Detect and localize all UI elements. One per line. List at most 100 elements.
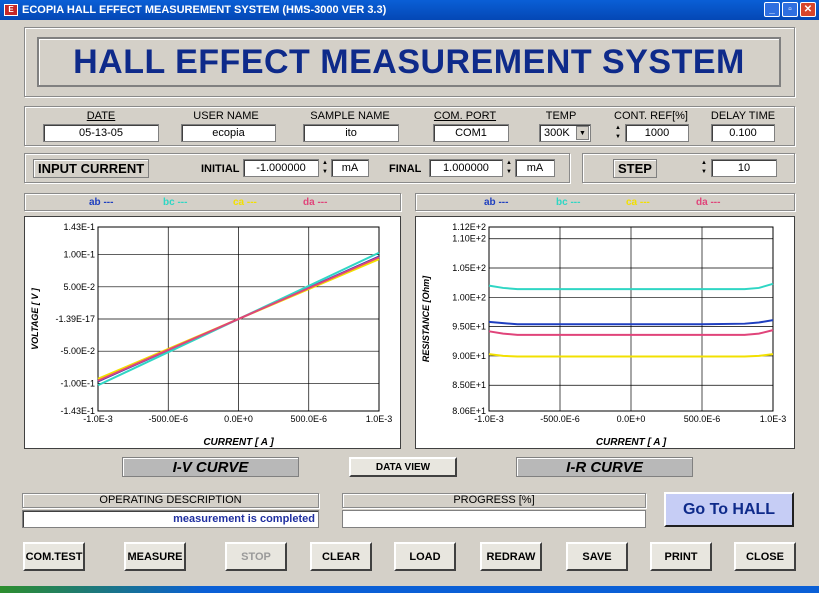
operating-description-field: measurement is completed <box>22 510 319 528</box>
x-tick-label: 1.0E-3 <box>760 414 787 424</box>
legend-bc: bc --- <box>556 196 581 208</box>
initial-unit: mA <box>331 159 369 177</box>
legend-ca: ca --- <box>233 196 257 208</box>
data-view-button[interactable]: DATA VIEW <box>349 457 457 477</box>
x-tick-label: 500.0E-6 <box>290 414 327 424</box>
y-tick-label: 1.05E+2 <box>452 263 486 273</box>
operating-description-label: OPERATING DESCRIPTION <box>22 493 319 508</box>
y-tick-label: 1.10E+2 <box>452 234 486 244</box>
y-tick-label: 1.00E+2 <box>452 292 486 302</box>
delay-time-label: DELAY TIME <box>710 110 776 122</box>
y-tick-label: 8.50E+1 <box>452 380 486 390</box>
temp-select[interactable]: 300K ▼ <box>539 124 591 142</box>
x-axis-label: CURRENT [ A ] <box>203 437 274 448</box>
progress-bar <box>342 510 646 528</box>
cont-ref-spinner[interactable]: ▲ ▼ <box>613 124 623 142</box>
spin-down-icon: ▼ <box>322 169 328 175</box>
window-titlebar: E ECOPIA HALL EFFECT MEASUREMENT SYSTEM … <box>0 0 819 20</box>
date-field[interactable]: 05-13-05 <box>43 124 159 142</box>
com-test-button[interactable]: COM.TEST <box>23 542 85 571</box>
spin-up-icon: ▲ <box>615 125 621 131</box>
series-line-bc <box>488 282 774 291</box>
chevron-down-icon[interactable]: ▼ <box>576 126 589 140</box>
cont-ref-label: CONT. REF[%] <box>614 110 688 122</box>
x-tick-label: 0.0E+0 <box>224 414 253 424</box>
series-line-da <box>488 329 774 336</box>
ir-curve-label: I-R CURVE <box>516 457 693 477</box>
x-tick-label: 1.0E-3 <box>366 414 393 424</box>
final-unit: mA <box>515 159 555 177</box>
step-spinner[interactable]: ▲ ▼ <box>699 159 709 177</box>
input-current-panel: INPUT CURRENT INITIAL -1.000000 ▲ ▼ mA FI… <box>24 153 570 183</box>
title-frame: HALL EFFECT MEASUREMENT SYSTEM <box>37 37 781 87</box>
iv-legend: ab --- bc --- ca --- da --- <box>24 193 401 211</box>
com-port-field[interactable]: COM1 <box>433 124 509 142</box>
ir-legend: ab --- bc --- ca --- da --- <box>415 193 795 211</box>
y-tick-label: -5.00E-2 <box>60 346 95 356</box>
y-tick-label: -1.00E-1 <box>60 378 95 388</box>
step-field[interactable]: 10 <box>711 159 777 177</box>
step-label: STEP <box>613 159 657 178</box>
initial-label: INITIAL <box>201 163 240 175</box>
y-tick-label: -1.39E-17 <box>55 314 95 324</box>
load-button[interactable]: LOAD <box>394 542 456 571</box>
x-tick-label: 500.0E-6 <box>684 414 721 424</box>
series-line-ca <box>488 353 774 358</box>
clear-button[interactable]: CLEAR <box>310 542 372 571</box>
step-panel: STEP ▲ ▼ 10 <box>582 153 795 183</box>
user-name-label: USER NAME <box>193 110 259 122</box>
close-window-button[interactable]: ✕ <box>800 2 816 17</box>
initial-spinner[interactable]: ▲ ▼ <box>320 159 330 177</box>
progress-label: PROGRESS [%] <box>342 493 646 508</box>
initial-current-field[interactable]: -1.000000 <box>243 159 319 177</box>
y-tick-label: 9.50E+1 <box>452 322 486 332</box>
y-axis-label: VOLTAGE [ V ] <box>30 287 40 350</box>
measure-button[interactable]: MEASURE <box>124 542 186 571</box>
title-panel: HALL EFFECT MEASUREMENT SYSTEM <box>24 27 795 97</box>
legend-ab: ab --- <box>89 196 114 208</box>
y-tick-label: 8.06E+1 <box>452 406 486 416</box>
redraw-button[interactable]: REDRAW <box>480 542 542 571</box>
legend-bc: bc --- <box>163 196 188 208</box>
final-current-field[interactable]: 1.000000 <box>429 159 503 177</box>
spin-down-icon: ▼ <box>701 169 707 175</box>
maximize-button[interactable]: ▫ <box>782 2 798 17</box>
series-line-da <box>97 256 380 382</box>
final-spinner[interactable]: ▲ ▼ <box>504 159 514 177</box>
temp-label: TEMP <box>545 110 577 122</box>
save-button[interactable]: SAVE <box>566 542 628 571</box>
date-label: DATE <box>86 110 116 122</box>
x-tick-label: -500.0E-6 <box>540 414 580 424</box>
y-tick-label: 1.12E+2 <box>452 222 486 232</box>
final-label: FINAL <box>389 163 422 175</box>
spin-up-icon: ▲ <box>701 160 707 166</box>
sample-name-label: SAMPLE NAME <box>310 110 390 122</box>
temp-value: 300K <box>544 127 570 139</box>
cont-ref-field[interactable]: 1000 <box>625 124 689 142</box>
x-tick-label: -1.0E-3 <box>83 414 113 424</box>
stop-button[interactable]: STOP <box>225 542 287 571</box>
x-tick-label: -1.0E-3 <box>474 414 504 424</box>
spin-down-icon: ▼ <box>615 134 621 140</box>
legend-ab: ab --- <box>484 196 509 208</box>
y-tick-label: 9.00E+1 <box>452 351 486 361</box>
minimize-button[interactable]: _ <box>764 2 780 17</box>
y-axis-label: RESISTANCE [Ohm] <box>421 275 431 362</box>
spin-down-icon: ▼ <box>506 169 512 175</box>
delay-time-field[interactable]: 0.100 <box>711 124 775 142</box>
sample-name-field[interactable]: ito <box>303 124 399 142</box>
app-icon: E <box>4 4 18 16</box>
y-tick-label: 1.00E-1 <box>63 250 95 260</box>
spin-up-icon: ▲ <box>322 160 328 166</box>
x-tick-label: 0.0E+0 <box>617 414 646 424</box>
y-tick-label: 1.43E-1 <box>63 222 95 232</box>
go-to-hall-button[interactable]: Go To HALL <box>664 492 794 527</box>
y-tick-label: 5.00E-2 <box>63 282 95 292</box>
taskbar-strip <box>0 586 819 593</box>
user-name-field[interactable]: ecopia <box>181 124 276 142</box>
spin-up-icon: ▲ <box>506 160 512 166</box>
close-button[interactable]: CLOSE <box>734 542 796 571</box>
legend-da: da --- <box>696 196 721 208</box>
legend-da: da --- <box>303 196 328 208</box>
print-button[interactable]: PRINT <box>650 542 712 571</box>
